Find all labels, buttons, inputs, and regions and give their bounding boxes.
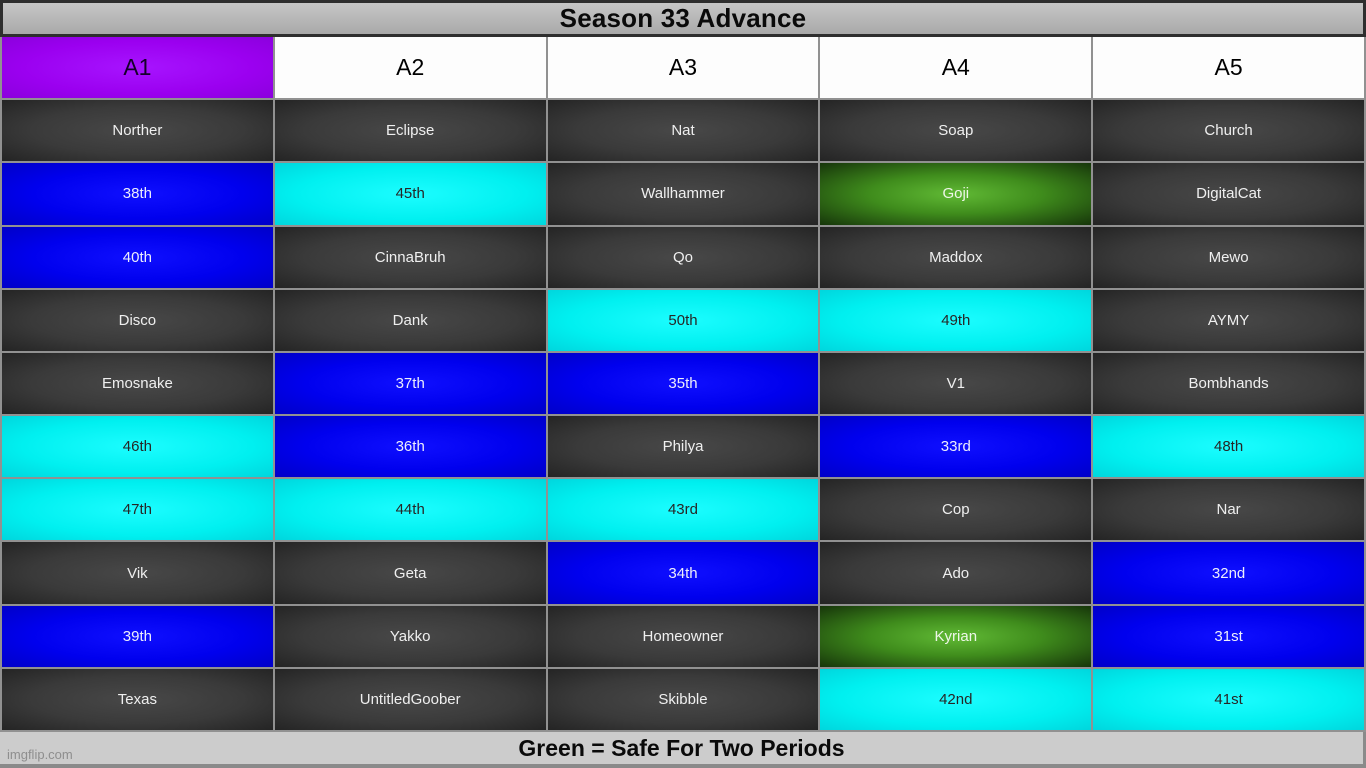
table-cell: Cop bbox=[820, 479, 1092, 541]
table-cell: 48th bbox=[1093, 416, 1364, 478]
table-cell: 36th bbox=[274, 416, 546, 478]
table-cell: Kyrian bbox=[820, 605, 1092, 667]
table-cell: Maddox bbox=[820, 226, 1092, 288]
column-header-a2: A2 bbox=[274, 37, 546, 99]
imgflip-watermark: imgflip.com bbox=[7, 747, 73, 762]
table-cell: 49th bbox=[820, 289, 1092, 351]
table-cell: Homeowner bbox=[547, 605, 819, 667]
table-cell: Nat bbox=[547, 100, 819, 162]
table-cell: 40th bbox=[2, 226, 273, 288]
legend-text: Green = Safe For Two Periods bbox=[518, 734, 845, 761]
table-cell: 43rd bbox=[547, 479, 819, 541]
table-cell: Soap bbox=[820, 100, 1092, 162]
table-cell: 44th bbox=[274, 479, 546, 541]
table-cell: 38th bbox=[2, 163, 273, 225]
table-cell: 47th bbox=[2, 479, 273, 541]
table-cell: Wallhammer bbox=[547, 163, 819, 225]
table-cell: 35th bbox=[547, 352, 819, 415]
column-header-a3: A3 bbox=[547, 37, 819, 99]
title-bar: Season 33 Advance bbox=[0, 0, 1366, 37]
column-header-a5: A5 bbox=[1093, 37, 1364, 99]
column-header-a4: A4 bbox=[820, 37, 1092, 99]
table-cell: Bombhands bbox=[1093, 352, 1364, 415]
table-cell: Ado bbox=[820, 542, 1092, 604]
table-cell: UntitledGoober bbox=[274, 668, 546, 730]
table-cell: Yakko bbox=[274, 605, 546, 667]
table-cell: Vik bbox=[2, 542, 273, 604]
table-cell: 34th bbox=[547, 542, 819, 604]
table-cell: Mewo bbox=[1093, 226, 1364, 288]
table-cell: Eclipse bbox=[274, 100, 546, 162]
table-cell: Philya bbox=[547, 416, 819, 478]
table-cell: 46th bbox=[2, 416, 273, 478]
table-cell: Norther bbox=[2, 100, 273, 162]
legend-bar: Green = Safe For Two Periods imgflip.com bbox=[0, 732, 1366, 768]
table-cell: Emosnake bbox=[2, 352, 273, 415]
table-cell: Geta bbox=[274, 542, 546, 604]
table-cell: Goji bbox=[820, 163, 1092, 225]
table-cell: Church bbox=[1093, 100, 1364, 162]
table-cell: DigitalCat bbox=[1093, 163, 1364, 225]
table-cell: 31st bbox=[1093, 605, 1364, 667]
table-cell: Qo bbox=[547, 226, 819, 288]
table-cell: 37th bbox=[274, 352, 546, 415]
table-cell: V1 bbox=[820, 352, 1092, 415]
table-cell: 50th bbox=[547, 289, 819, 351]
table-cell: Texas bbox=[2, 668, 273, 730]
advancement-grid: A1 A2 A3 A4 A5 Norther Eclipse Nat Soap Church 38t… bbox=[0, 37, 1366, 732]
table-cell: 32nd bbox=[1093, 542, 1364, 604]
table-cell: Dank bbox=[274, 289, 546, 351]
table-cell: 39th bbox=[2, 605, 273, 667]
table-cell: AYMY bbox=[1093, 289, 1364, 351]
table-cell: CinnaBruh bbox=[274, 226, 546, 288]
table-cell: 33rd bbox=[820, 416, 1092, 478]
table-cell: Skibble bbox=[547, 668, 819, 730]
table-cell: 42nd bbox=[820, 668, 1092, 730]
table-cell: 41st bbox=[1093, 668, 1364, 730]
column-header-a1: A1 bbox=[2, 37, 273, 99]
page-title: Season 33 Advance bbox=[559, 3, 807, 33]
table-cell: Disco bbox=[2, 289, 273, 351]
table-cell: Nar bbox=[1093, 479, 1364, 541]
table-cell: 45th bbox=[274, 163, 546, 225]
